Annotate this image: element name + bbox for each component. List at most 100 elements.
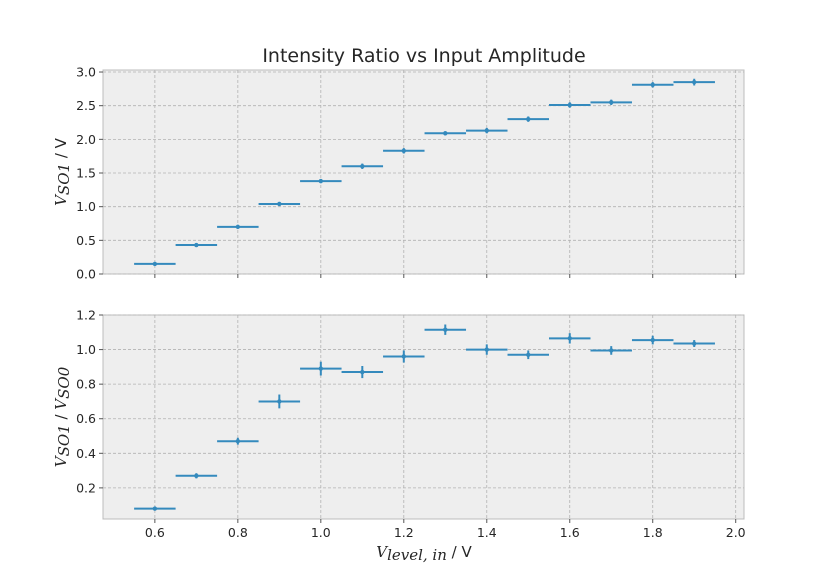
top-marker [277, 201, 282, 207]
bottom-ylabel-subscript2: SO0 [55, 366, 73, 399]
xlabel-unit: / V [447, 543, 473, 561]
bottom-ylabel-subscript1: SO1 [55, 424, 73, 456]
bottom-x-tick-label: 2.0 [726, 525, 746, 540]
top-y-tick-label: 1.0 [76, 199, 96, 214]
top-y-tick-label: 2.5 [76, 98, 96, 113]
chart-title: Intensity Ratio vs Input Amplitude [262, 45, 585, 67]
bottom-data-point [590, 346, 632, 355]
top-marker [567, 102, 572, 108]
bottom-marker [692, 341, 697, 346]
bottom-x-tick-label: 1.8 [643, 525, 663, 540]
bottom-marker [318, 366, 324, 371]
bottom-data-point [383, 350, 425, 363]
top-data-point [673, 78, 715, 86]
top-marker [692, 79, 697, 85]
bottom-y-ticks: 0.2 0.4 0.6 0.8 1.0 1.2 [76, 308, 103, 495]
bottom-data-point [217, 437, 259, 445]
top-ylabel-unit: / V [52, 137, 70, 163]
top-data-point [507, 116, 550, 122]
top-ylabel-subscript: SO1 [55, 163, 73, 195]
top-marker [443, 131, 448, 136]
x-axis-label: Vlevel, in / V [376, 543, 472, 564]
bottom-plot-area [102, 314, 745, 520]
bottom-marker [526, 352, 531, 357]
top-y-axis-label: VSO1 / V [52, 137, 73, 206]
top-y-tick-label: 2.0 [76, 132, 96, 147]
bottom-data-point [175, 473, 218, 479]
bottom-marker [235, 439, 241, 444]
bottom-x-tick-label: 0.6 [145, 525, 165, 540]
top-y-ticks: 0.0 0.5 1.0 1.5 2.0 2.5 3.0 [76, 65, 103, 282]
bottom-marker [194, 473, 199, 478]
bottom-ylabel-symbol1: V [52, 454, 70, 467]
top-x-ticks [154, 274, 737, 278]
top-data-point [383, 148, 425, 154]
top-marker [194, 242, 199, 248]
bottom-y-tick-label: 1.2 [76, 308, 96, 323]
top-data-point [217, 224, 259, 230]
top-marker [152, 261, 158, 267]
bottom-data-point [466, 344, 508, 355]
top-y-tick-label: 0.5 [76, 233, 96, 248]
bottom-marker [152, 506, 158, 511]
bottom-x-tick-label: 1.6 [560, 525, 580, 540]
top-data-marks [134, 78, 715, 267]
top-data-point [175, 242, 218, 248]
top-panel: 0.0 0.5 1.0 1.5 2.0 2.5 3.0 VSO1 / V [52, 65, 745, 282]
bottom-marker [401, 354, 406, 359]
top-data-point [341, 163, 384, 169]
top-data-point [424, 131, 467, 136]
bottom-x-tick-label: 0.8 [228, 525, 248, 540]
top-marker [609, 100, 614, 105]
bottom-x-tick-label: 1.0 [311, 525, 331, 540]
bottom-marker [277, 399, 282, 404]
bottom-x-ticks: 0.6 0.8 1.0 1.2 1.4 1.6 1.8 2.0 [145, 519, 746, 540]
top-data-point [258, 201, 301, 207]
top-marker [650, 82, 655, 88]
top-data-point [134, 261, 176, 267]
bottom-marker [609, 348, 614, 353]
top-data-point [300, 178, 342, 184]
top-marker [318, 178, 324, 184]
top-y-tick-label: 1.5 [76, 166, 96, 181]
bottom-data-point [549, 333, 591, 344]
top-plot-area [102, 69, 745, 275]
top-y-tick-label: 3.0 [76, 65, 96, 80]
bottom-marker [484, 347, 489, 352]
top-marker [484, 128, 489, 133]
bottom-panel: 0.2 0.4 0.6 0.8 1.0 1.2 0.6 0.8 1.0 1.2 1.4 1.6 1.8… [52, 308, 746, 565]
bottom-data-point [258, 394, 301, 409]
bottom-gridlines [103, 314, 744, 519]
xlabel-subscript: level, in [387, 546, 447, 564]
top-data-point [466, 127, 508, 134]
top-marker [401, 148, 406, 153]
top-data-point [549, 102, 591, 108]
xlabel-symbol: V [376, 543, 389, 561]
bottom-data-marks [134, 324, 715, 511]
bottom-y-axis-label: VSO1 / VSO0 [52, 366, 73, 467]
bottom-ylabel-symbol2: V [52, 397, 70, 410]
bottom-marker [650, 337, 655, 343]
bottom-data-point [341, 366, 384, 379]
bottom-marker [443, 327, 448, 332]
bottom-data-point [673, 340, 715, 347]
bottom-y-tick-label: 0.4 [76, 446, 96, 461]
bottom-data-point [424, 324, 467, 335]
bottom-x-tick-label: 1.2 [394, 525, 414, 540]
bottom-y-tick-label: 0.8 [76, 377, 96, 392]
top-data-point [590, 99, 632, 106]
bottom-marker [567, 336, 572, 341]
bottom-x-tick-label: 1.4 [477, 525, 497, 540]
top-marker [526, 116, 531, 122]
top-data-point [631, 82, 674, 88]
top-marker [360, 164, 365, 169]
bottom-data-point [300, 361, 342, 376]
top-marker [235, 224, 241, 230]
top-ylabel-symbol: V [52, 193, 70, 206]
bottom-y-tick-label: 0.2 [76, 480, 96, 495]
bottom-data-point [631, 335, 674, 345]
bottom-y-tick-label: 0.6 [76, 411, 96, 426]
bottom-ylabel-sep: / [52, 410, 70, 425]
top-gridlines [103, 70, 744, 275]
top-y-tick-label: 0.0 [76, 267, 96, 282]
